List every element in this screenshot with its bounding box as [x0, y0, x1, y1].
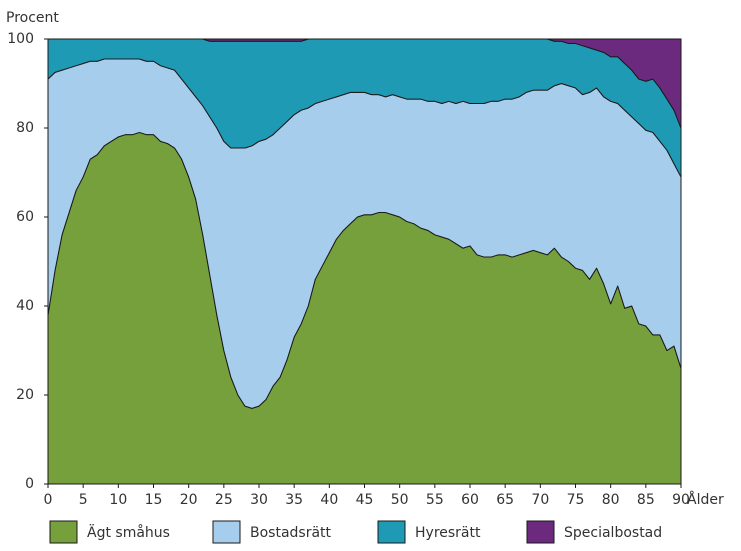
x-tick-label: 50: [391, 492, 409, 508]
legend-swatch: [49, 520, 78, 544]
legend-label: Bostadsrätt: [250, 525, 332, 541]
x-tick-label: 35: [285, 492, 303, 508]
y-tick-label: 60: [16, 209, 34, 225]
x-tick-label: 80: [602, 492, 620, 508]
legend-label: Ägt småhus: [87, 523, 170, 541]
x-tick-label: 30: [250, 492, 268, 508]
x-tick-label: 10: [109, 492, 127, 508]
legend-swatch: [212, 520, 241, 544]
x-tick-label: 5: [79, 492, 88, 508]
x-tick-label: 40: [320, 492, 338, 508]
y-tick-label: 20: [16, 387, 34, 403]
x-tick-label: 25: [215, 492, 233, 508]
y-tick-label: 100: [7, 31, 34, 47]
x-tick-label: 0: [44, 492, 53, 508]
x-tick-label: 70: [531, 492, 549, 508]
x-tick-label: 85: [637, 492, 655, 508]
y-axis-label: Procent: [6, 10, 59, 26]
x-tick-label: 55: [426, 492, 444, 508]
y-tick-label: 80: [16, 120, 34, 136]
x-tick-label: 15: [145, 492, 163, 508]
legend-swatch: [526, 520, 555, 544]
x-tick-label: 20: [180, 492, 198, 508]
x-tick-label: 65: [496, 492, 514, 508]
legend-label: Hyresrätt: [415, 525, 481, 541]
x-tick-label: 45: [356, 492, 374, 508]
y-tick-label: 40: [16, 298, 34, 314]
x-axis-label: Ålder: [687, 491, 724, 508]
y-tick-label: 0: [25, 476, 34, 492]
x-tick-label: 60: [461, 492, 479, 508]
legend-label: Specialbostad: [564, 525, 662, 541]
x-tick-label: 75: [567, 492, 585, 508]
x-tick-label: 90: [672, 492, 690, 508]
legend-swatch: [377, 520, 406, 544]
